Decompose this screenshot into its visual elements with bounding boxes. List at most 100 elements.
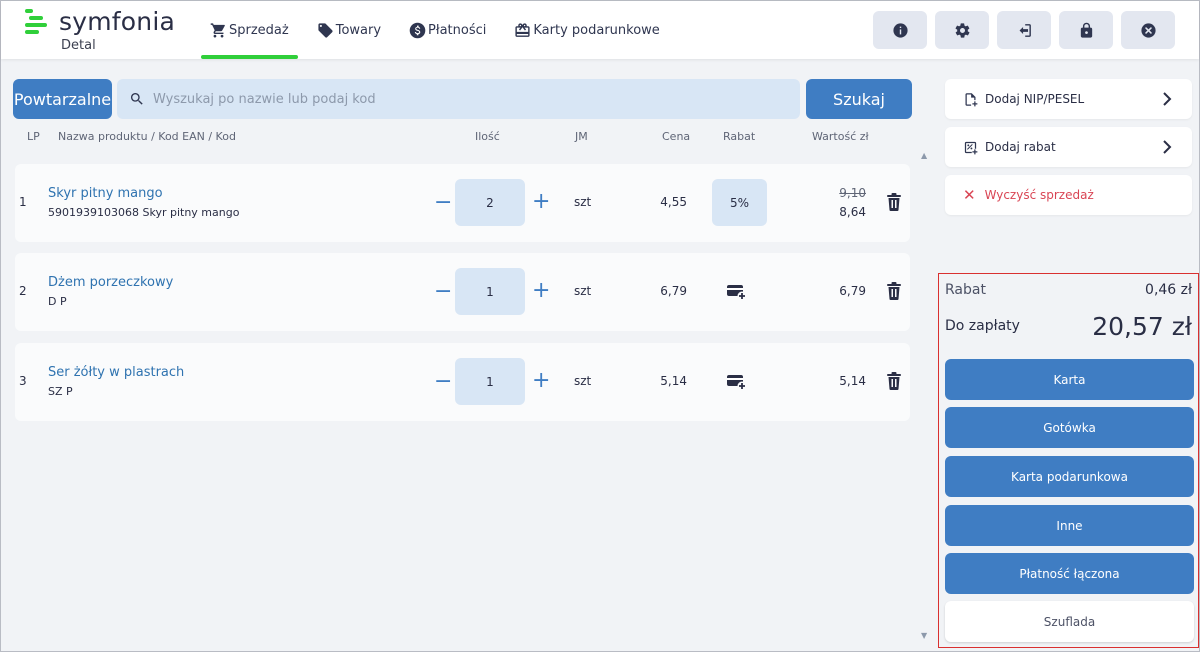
lock-icon — [1080, 22, 1092, 38]
header-actions — [873, 11, 1175, 49]
product-code: D P — [48, 295, 67, 308]
row-value: 8,64 — [839, 205, 866, 219]
scroll-up-icon[interactable]: ▲ — [921, 151, 928, 160]
quantity-field[interactable]: 1 — [455, 268, 525, 315]
search-input[interactable] — [153, 91, 753, 107]
chevron-right-icon — [1163, 140, 1172, 154]
tab-karty-podarunkowe[interactable]: Karty podarunkowe — [505, 1, 668, 59]
decrease-qty-button[interactable]: − — [434, 190, 453, 215]
clear-sale-label: Wyczyść sprzedaż — [984, 188, 1094, 202]
column-header-value: Wartość zł — [812, 130, 869, 143]
unit-price: 4,55 — [660, 195, 687, 209]
column-header-discount: Rabat — [723, 130, 756, 143]
tab-label: Towary — [335, 22, 382, 38]
add-nip-pesel-button[interactable]: Dodaj NIP/PESEL — [945, 79, 1192, 119]
quantity-field[interactable]: 1 — [455, 358, 525, 405]
pay-gift-card-button[interactable]: Karta podarunkowa — [945, 456, 1194, 497]
column-header-price: Cena — [662, 130, 691, 143]
tab-label: Płatności — [428, 22, 487, 38]
settings-button[interactable] — [935, 11, 989, 49]
trash-icon — [887, 372, 901, 390]
row-lp: 3 — [19, 374, 27, 388]
discount-field[interactable]: 5% — [712, 179, 767, 226]
row-value: 6,79 — [839, 284, 866, 298]
logout-button[interactable] — [997, 11, 1051, 49]
logo-icon — [23, 9, 49, 35]
add-discount-label: Dodaj rabat — [985, 140, 1056, 154]
delete-row-button[interactable] — [886, 282, 902, 300]
value-before-discount: 9,10 — [839, 186, 866, 200]
increase-qty-button[interactable]: + — [532, 368, 551, 393]
delete-row-button[interactable] — [886, 193, 902, 211]
trash-icon — [887, 282, 901, 300]
product-code: SZ P — [48, 385, 73, 398]
table-row: 2 Dżem porzeczkowy D P − 1 + szt 6,79 6,… — [15, 253, 910, 331]
discount-add-icon — [964, 141, 978, 154]
close-icon: ✕ — [963, 186, 976, 204]
quantity-field[interactable]: 2 — [455, 179, 525, 226]
unit: szt — [574, 374, 592, 388]
top-bar: symfonia Detal Sprzedaż Towary Płatności… — [1, 1, 1199, 59]
column-header-lp: LP — [27, 130, 40, 143]
discount-summary-value: 0,46 zł — [1145, 282, 1192, 298]
table-row: 1 Skyr pitny mango 5901939103068 Skyr pi… — [15, 164, 910, 242]
row-lp: 2 — [19, 284, 27, 298]
table-row: 3 Ser żółty w plastrach SZ P − 1 + szt 5… — [15, 343, 910, 421]
pay-cash-button[interactable]: Gotówka — [945, 407, 1194, 448]
tag-icon — [318, 22, 333, 38]
payment-panel: Rabat 0,46 zł Do zapłaty 20,57 zł Karta … — [938, 273, 1199, 648]
total-value: 20,57 zł — [1092, 312, 1192, 341]
info-icon — [892, 22, 908, 38]
clear-sale-button[interactable]: ✕ Wyczyść sprzedaż — [945, 175, 1192, 215]
delete-row-button[interactable] — [886, 372, 902, 390]
main-nav: Sprzedaż Towary Płatności Karty podarunk… — [201, 1, 679, 59]
tab-platnosci[interactable]: Płatności — [400, 1, 495, 59]
cart-icon — [210, 22, 225, 38]
unit-price: 6,79 — [660, 284, 687, 298]
add-discount-card-icon[interactable] — [727, 283, 747, 301]
increase-qty-button[interactable]: + — [532, 278, 551, 303]
chevron-right-icon — [1163, 92, 1172, 106]
row-value: 5,14 — [839, 374, 866, 388]
pay-other-button[interactable]: Inne — [945, 505, 1194, 546]
pay-card-button[interactable]: Karta — [945, 359, 1194, 400]
unit-price: 5,14 — [660, 374, 687, 388]
trash-icon — [887, 193, 901, 211]
tab-label: Karty podarunkowe — [533, 22, 660, 38]
search-box[interactable] — [117, 79, 800, 119]
total-label: Do zapłaty — [945, 318, 1020, 334]
dollar-icon — [409, 22, 426, 38]
pay-combined-button[interactable]: Płatność łączona — [945, 553, 1194, 594]
product-name[interactable]: Dżem porzeczkowy — [48, 275, 174, 290]
lock-button[interactable] — [1059, 11, 1113, 49]
scroll-down-icon[interactable]: ▼ — [921, 631, 928, 640]
decrease-qty-button[interactable]: − — [434, 369, 453, 394]
unit: szt — [574, 195, 592, 209]
logout-icon — [1019, 23, 1031, 37]
add-discount-card-icon[interactable] — [727, 373, 747, 391]
tab-sprzedaz[interactable]: Sprzedaż — [201, 1, 298, 59]
row-lp: 1 — [19, 195, 27, 209]
search-icon — [131, 93, 143, 105]
info-button[interactable] — [873, 11, 927, 49]
unit: szt — [574, 284, 592, 298]
repeat-button[interactable]: Powtarzalne — [13, 79, 112, 119]
column-header-qty: Ilość — [475, 130, 500, 143]
tab-label: Sprzedaż — [229, 22, 289, 38]
gift-card-icon — [515, 22, 530, 37]
product-name[interactable]: Ser żółty w plastrach — [48, 365, 185, 380]
logo: symfonia Detal — [23, 7, 183, 55]
gear-icon — [955, 22, 969, 38]
add-nip-pesel-label: Dodaj NIP/PESEL — [985, 92, 1085, 106]
tab-towary[interactable]: Towary — [308, 1, 390, 59]
logo-text: symfonia — [59, 7, 175, 36]
product-code: 5901939103068 Skyr pitny mango — [48, 206, 240, 219]
drawer-button[interactable]: Szuflada — [945, 601, 1194, 642]
product-name[interactable]: Skyr pitny mango — [48, 186, 163, 201]
close-button[interactable] — [1121, 11, 1175, 49]
discount-summary-label: Rabat — [945, 282, 986, 298]
search-button[interactable]: Szukaj — [806, 79, 912, 119]
add-discount-button[interactable]: Dodaj rabat — [945, 127, 1192, 167]
decrease-qty-button[interactable]: − — [434, 279, 453, 304]
increase-qty-button[interactable]: + — [532, 189, 551, 214]
